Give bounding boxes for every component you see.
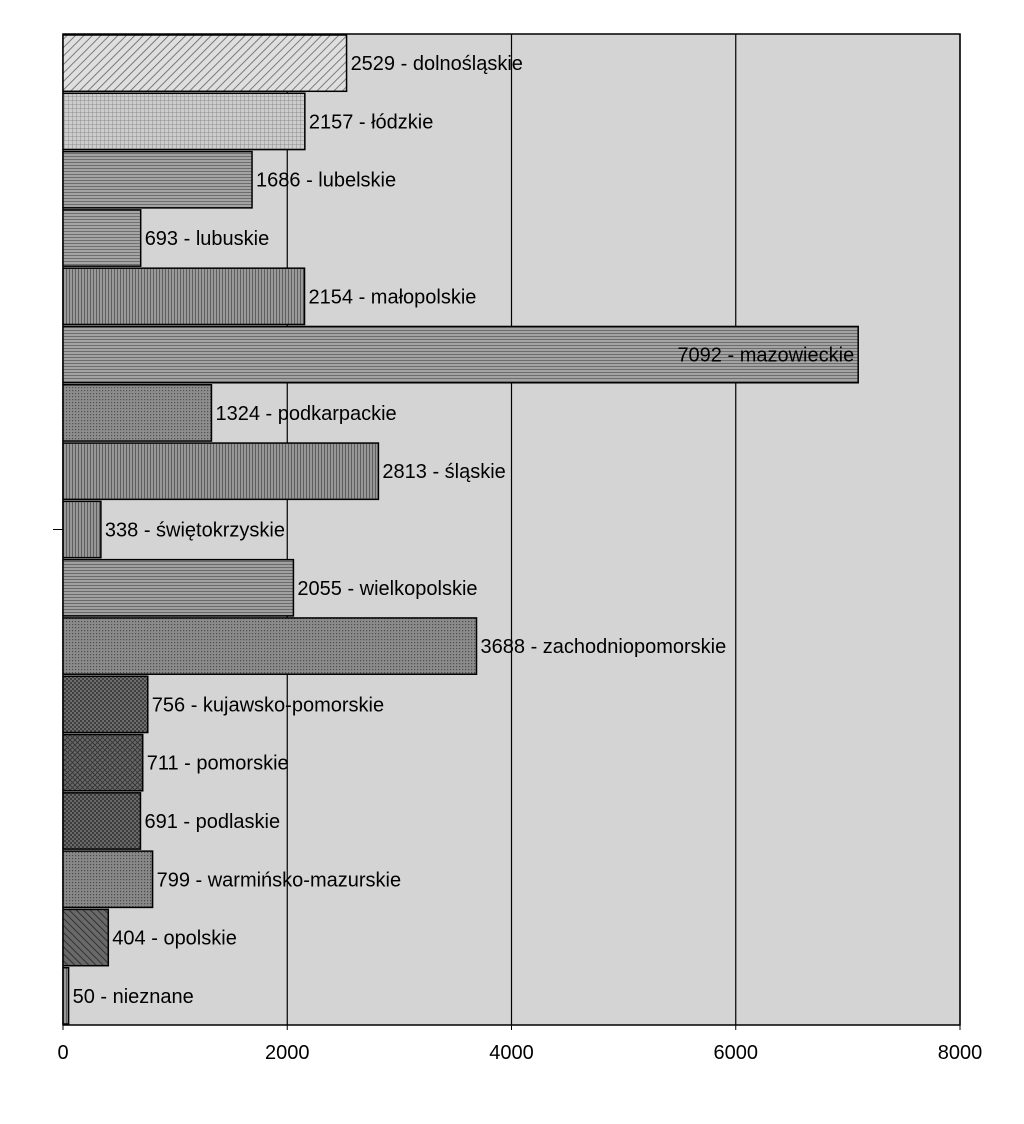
bar-podkarpackie	[62, 384, 213, 442]
data-label-śląskie: 2813 - śląskie	[382, 461, 505, 483]
data-label-małopolskie: 2154 - małopolskie	[309, 286, 477, 308]
bar-pomorskie	[62, 733, 144, 792]
data-label-mazowieckie: 7092 - mazowieckie	[677, 345, 854, 367]
x-tick-label-8000: 8000	[938, 1042, 983, 1064]
bar-warmińsko-mazurskie	[62, 850, 154, 909]
bar-nieznane	[62, 966, 70, 1025]
data-label-lubelskie: 1686 - lubelskie	[256, 170, 396, 192]
bar-łódzkie	[62, 92, 306, 151]
bar-opolskie	[62, 908, 110, 967]
data-label-łódzkie: 2157 - łódzkie	[309, 111, 434, 133]
x-tick-label-6000: 6000	[714, 1042, 759, 1064]
bar-zachodniopomorskie	[62, 617, 478, 675]
data-label-nieznane: 50 - nieznane	[73, 986, 194, 1008]
data-label-świętokrzyskie: 338 - świętokrzyskie	[105, 520, 285, 542]
x-tick-label-2000: 2000	[265, 1042, 310, 1064]
bar-wielkopolskie	[62, 558, 295, 617]
bar-dolnośląskie	[62, 34, 348, 93]
bar-małopolskie	[62, 267, 306, 326]
bar-podlaskie	[62, 792, 142, 850]
data-label-lubuskie: 693 - lubuskie	[145, 228, 270, 250]
data-label-warmińsko-mazurskie: 799 - warmińsko-mazurskie	[157, 869, 402, 891]
data-label-pomorskie: 711 - pomorskie	[147, 753, 289, 775]
data-label-dolnośląskie: 2529 - dolnośląskie	[351, 53, 523, 75]
bar-kujawsko-pomorskie	[62, 675, 149, 734]
data-label-opolskie: 404 - opolskie	[112, 928, 237, 950]
data-label-wielkopolskie: 2055 - wielkopolskie	[297, 578, 477, 600]
data-label-zachodniopomorskie: 3688 - zachodniopomorskie	[481, 636, 727, 658]
x-tick-label-0: 0	[57, 1042, 68, 1064]
data-label-podlaskie: 691 - podlaskie	[144, 811, 280, 833]
bar-lubuskie	[62, 209, 142, 267]
bar-mazowieckie	[62, 325, 859, 384]
bar-świętokrzyskie	[62, 500, 102, 559]
bar-lubelskie	[62, 150, 253, 209]
x-tick-label-4000: 4000	[489, 1042, 534, 1064]
bar-śląskie	[62, 442, 380, 501]
data-label-kujawsko-pomorskie: 756 - kujawsko-pomorskie	[152, 694, 384, 716]
data-label-podkarpackie: 1324 - podkarpackie	[215, 403, 396, 425]
